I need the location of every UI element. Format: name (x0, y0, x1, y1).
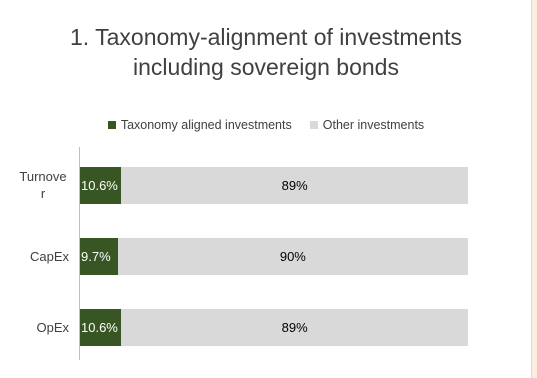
data-label-other: 89% (281, 319, 308, 335)
chart-legend: Taxonomy aligned investments Other inves… (0, 118, 532, 132)
legend-item-other: Other investments (309, 118, 425, 132)
legend-swatch-aligned (107, 121, 116, 129)
data-label-other: 89% (281, 177, 308, 193)
legend-swatch-other (309, 121, 318, 129)
chart-title-line-1: 1. Taxonomy-alignment of investments (69, 24, 463, 50)
bar-aligned (80, 237, 118, 275)
category-label: Turnove r (19, 169, 67, 201)
legend-item-aligned: Taxonomy aligned investments (107, 118, 292, 132)
data-label-aligned: 9.7% (81, 248, 111, 264)
legend-label-other: Other investments (322, 118, 425, 132)
category-axis-line (79, 147, 80, 360)
legend-label-aligned: Taxonomy aligned investments (120, 118, 292, 132)
bar-aligned (80, 166, 122, 204)
chart-title-line-2: including sovereign bonds (133, 54, 399, 80)
bar-other (117, 237, 468, 275)
data-label-aligned: 10.6% (81, 319, 118, 335)
bar-aligned (80, 308, 122, 346)
chart-title: 1. Taxonomy-alignment of investments inc… (0, 22, 532, 82)
bar-other (121, 166, 468, 204)
category-label: CapEx (29, 248, 69, 264)
bar-other (121, 308, 468, 346)
category-label: OpEx (36, 319, 69, 335)
data-label-aligned: 10.6% (81, 177, 118, 193)
data-label-other: 90% (279, 248, 306, 264)
